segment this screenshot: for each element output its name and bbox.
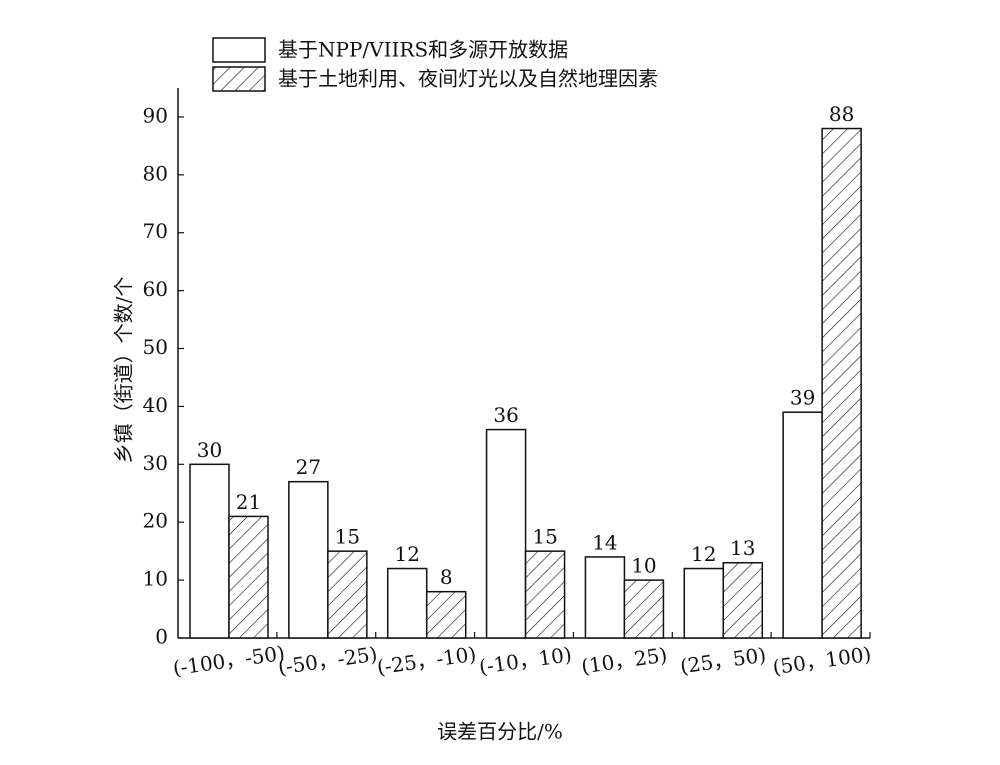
bar [288,480,329,639]
data-label: 88 [829,102,854,126]
data-label: 39 [790,386,815,410]
y-tick-label: 50 [143,335,168,359]
x-tick-label: (-50，-25) [276,642,378,680]
y-tick-label: 10 [143,567,168,591]
bar [189,463,230,639]
x-tick-label: (10，25) [580,643,669,679]
data-label: 21 [236,490,261,514]
x-axis-label: 误差百分比/% [437,720,563,744]
data-label: 27 [296,455,321,479]
data-label: 10 [631,554,656,578]
data-label: 8 [440,565,453,589]
y-tick-label: 20 [143,509,168,533]
x-tick-label: (-100，-50) [171,641,286,680]
data-label: 13 [730,536,755,560]
y-axis-label: 乡镇（街道）个数/个 [112,277,136,464]
x-tick-label: (50，100) [771,642,873,680]
bar [584,556,626,639]
data-label: 12 [394,542,419,566]
x-tick-label: (-10，10) [478,642,574,679]
bar [524,550,566,639]
y-tick-label: 70 [143,219,168,243]
x-tick-label: (-25，-10) [375,642,477,680]
bar [683,567,725,639]
bar [722,561,764,639]
legend-label: 基于NPP/VIIRS和多源开放数据 [278,38,568,62]
data-label: 12 [691,542,716,566]
data-label: 15 [335,525,360,549]
y-tick-label: 40 [143,393,168,417]
bar [327,550,368,639]
y-tick-label: 90 [143,103,168,127]
legend-swatch [212,37,266,63]
legend-swatch [212,66,266,92]
bar [485,428,527,639]
bar [228,515,269,639]
bar [821,127,862,639]
bar [386,567,428,639]
data-label: 30 [197,438,222,462]
bar [425,590,467,639]
y-tick-label: 80 [143,161,168,185]
y-tick-label: 60 [143,277,168,301]
y-tick-label: 0 [155,625,168,649]
data-label: 15 [532,525,557,549]
bar [623,579,665,639]
data-label: 36 [493,403,518,427]
y-tick-label: 30 [143,451,168,475]
legend-label: 基于土地利用、夜间灯光以及自然地理因素 [278,67,658,91]
x-tick-label: (25，50) [679,643,768,679]
bar [782,411,823,639]
data-label: 14 [592,530,617,554]
